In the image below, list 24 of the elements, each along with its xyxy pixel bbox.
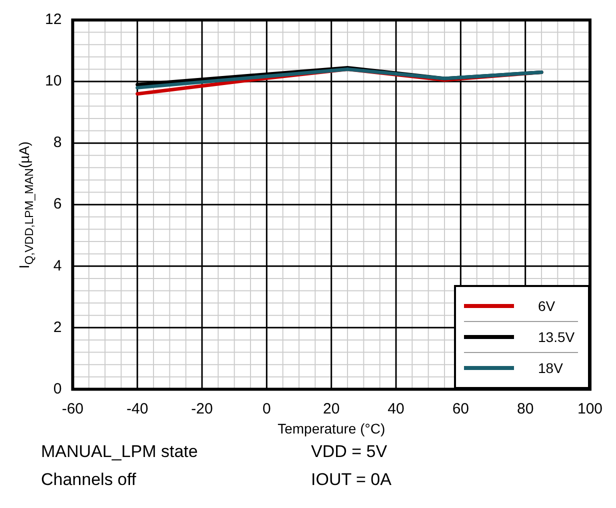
x-tick-label: -40: [126, 400, 148, 418]
x-tick-label: 40: [388, 400, 404, 418]
text: IOUT = 0A: [311, 470, 392, 490]
legend-label: 6V: [538, 298, 556, 314]
legend-label: 13.5V: [538, 329, 576, 346]
x-tick-label: 0: [262, 400, 271, 418]
y-tick-label: 8: [53, 134, 62, 152]
x-tick-label: 100: [577, 400, 603, 418]
y-tick-label: 0: [53, 380, 62, 398]
text: VDD = 5V: [311, 442, 388, 462]
y-tick-label: 10: [44, 72, 62, 90]
x-axis-title: Temperature (°C): [278, 420, 386, 436]
y-tick-label: 4: [53, 257, 62, 274]
y-tick-label: 2: [53, 318, 62, 336]
y-tick-label: 6: [53, 196, 62, 213]
x-tick-label: 60: [452, 400, 470, 418]
y-tick-label: 12: [44, 11, 62, 28]
x-tick-label: -20: [191, 400, 213, 418]
x-tick-label: 80: [516, 400, 534, 418]
x-tick-label: 20: [323, 400, 340, 418]
text: MANUAL_LPM state: [41, 442, 199, 462]
x-tick-label: -60: [62, 400, 84, 418]
text: Channels off: [41, 470, 138, 490]
legend-label: 18V: [538, 360, 564, 376]
